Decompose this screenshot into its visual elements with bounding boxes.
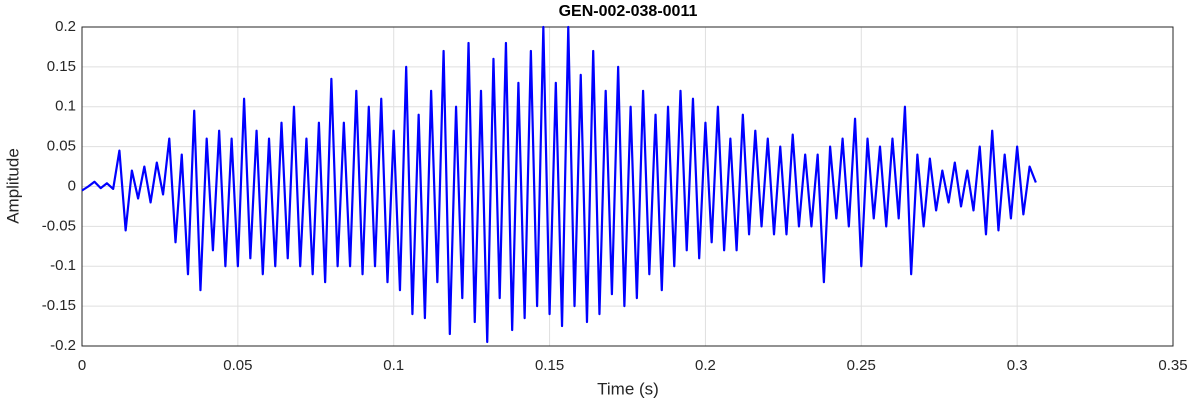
y-tick-label: 0.15 (47, 58, 76, 75)
y-tick-label: 0.2 (55, 18, 76, 35)
chart-title: GEN-002-038-0011 (559, 3, 698, 20)
x-tick-label: 0.2 (695, 357, 716, 374)
y-tick-label: 0.05 (47, 138, 76, 155)
y-tick-label: 0.1 (55, 98, 76, 115)
y-tick-label: -0.2 (50, 337, 76, 354)
x-tick-label: 0.05 (223, 357, 252, 374)
waveform-line (81, 25, 1037, 344)
x-axis-label: Time (s) (597, 379, 659, 398)
x-tick-label: 0.1 (383, 357, 404, 374)
y-axis-label: Amplitude (3, 148, 22, 224)
y-tick-label: -0.1 (50, 257, 76, 274)
x-tick-label: 0 (78, 357, 86, 374)
plot-frame (81, 26, 1174, 347)
x-tick-label: 0.35 (1158, 357, 1187, 374)
x-tick-label: 0.3 (1007, 357, 1028, 374)
y-tick-label: -0.05 (42, 217, 76, 234)
y-tick-label: 0 (68, 177, 76, 194)
x-tick-label: 0.25 (847, 357, 876, 374)
y-tick-label: -0.15 (42, 297, 76, 314)
x-tick-label: 0.15 (535, 357, 564, 374)
